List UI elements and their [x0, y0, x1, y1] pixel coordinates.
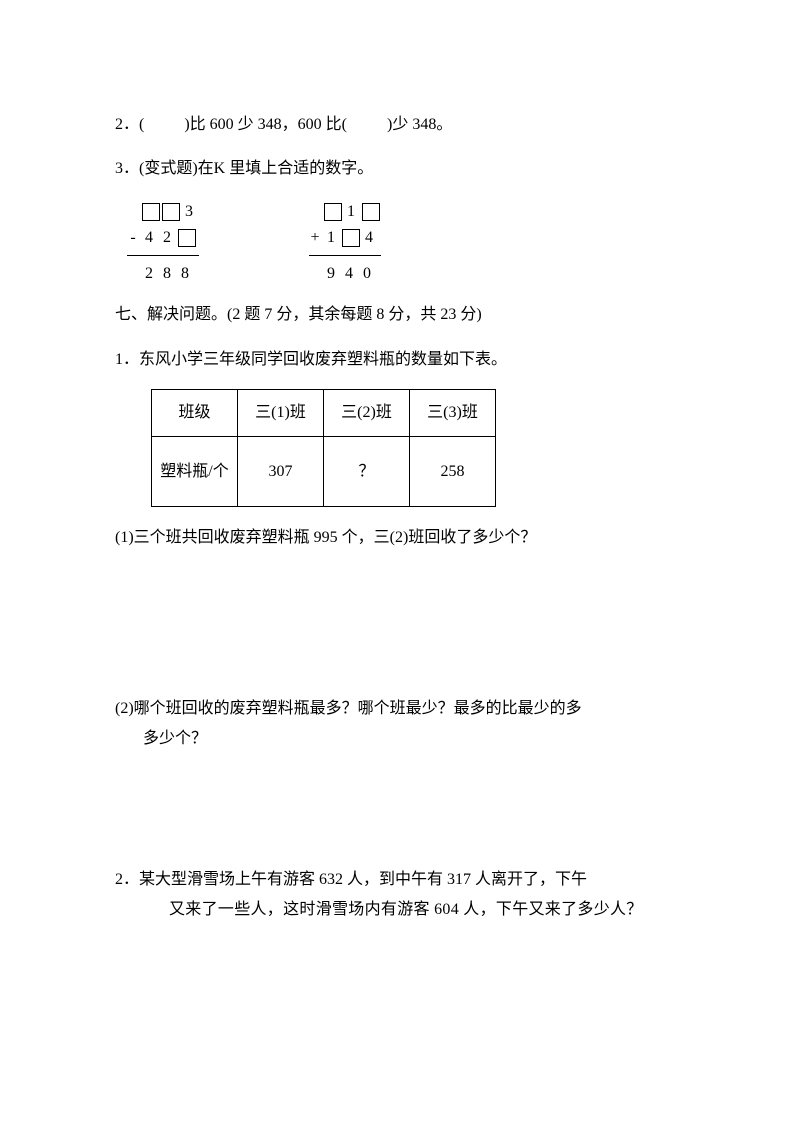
s7-q2-line1: 2．某大型滑雪场上午有游客 632 人，到中午有 317 人离开了，下午	[115, 865, 678, 895]
s7-q1-text: 1．东风小学三年级同学回收废弃塑料瓶的数量如下表。	[115, 351, 507, 368]
arith2-d23: 4	[361, 225, 379, 251]
arith-problem-1: 3 -42 288	[127, 199, 199, 286]
q2-text-c: )少 348。	[387, 116, 452, 133]
arith2-op: +	[309, 225, 323, 251]
arith2-box-1	[324, 203, 342, 221]
q2-text-a: 2．(	[115, 116, 144, 133]
arith-problem-2: 1 +14 940	[309, 199, 381, 286]
cell-c3: 258	[410, 437, 496, 507]
question-3-header: 3．(变式题)在K 里填上合适的数字。	[115, 154, 678, 184]
s7-q1-p1-text: (1)三个班共回收废弃塑料瓶 995 个，三(2)班回收了多少个？	[115, 529, 536, 546]
arith1-box-1	[142, 203, 160, 221]
s7-q2: 2．某大型滑雪场上午有游客 632 人，到中午有 317 人离开了，下午 又来了…	[115, 865, 678, 926]
arith1-d21: 4	[141, 225, 159, 251]
section-7-header: 七、解决问题。(2 题 7 分，其余每题 8 分，共 23 分)	[115, 300, 678, 330]
cell-c1: 307	[238, 437, 324, 507]
s7-q1-header: 1．东风小学三年级同学回收废弃塑料瓶的数量如下表。	[115, 345, 678, 375]
arith1-op: -	[127, 225, 141, 251]
arith1-rule	[127, 255, 199, 256]
th-c1: 三(1)班	[238, 389, 324, 436]
s7-q1-p1: (1)三个班共回收废弃塑料瓶 995 个，三(2)班回收了多少个？	[115, 523, 678, 553]
arith1-d31: 2	[141, 261, 159, 287]
s7-q1-p2-line1: (2)哪个班回收的废弃塑料瓶最多？哪个班最少？最多的比最少的多	[115, 694, 678, 724]
cell-c2: ？	[324, 437, 410, 507]
data-table: 班级 三(1)班 三(2)班 三(3)班 塑料瓶/个 307 ？ 258	[151, 389, 496, 507]
arith2-d32: 4	[341, 261, 359, 287]
arith2-box-2	[362, 203, 380, 221]
arith1-box-2	[162, 203, 180, 221]
arith2-box-3	[342, 229, 360, 247]
s7-q2-line2: 又来了一些人，这时滑雪场内有游客 604 人，下午又来了多少人？	[115, 895, 678, 925]
question-2: 2．( )比 600 少 348，600 比( )少 348。	[115, 110, 678, 140]
table-row: 班级 三(1)班 三(2)班 三(3)班	[152, 389, 496, 436]
table-row: 塑料瓶/个 307 ？ 258	[152, 437, 496, 507]
th-c3: 三(3)班	[410, 389, 496, 436]
arith2-d21: 1	[323, 225, 341, 251]
rh-bottles: 塑料瓶/个	[152, 437, 238, 507]
bottle-table: 班级 三(1)班 三(2)班 三(3)班 塑料瓶/个 307 ？ 258	[151, 389, 678, 507]
arith1-d32: 8	[159, 261, 177, 287]
th-c2: 三(2)班	[324, 389, 410, 436]
th-class: 班级	[152, 389, 238, 436]
arith2-d12: 1	[343, 199, 361, 225]
arith1-d13: 3	[181, 199, 199, 225]
arith1-box-3	[178, 229, 196, 247]
s7-q1-p2-line2: 多少个？	[115, 724, 678, 754]
section-7-text: 七、解决问题。(2 题 7 分，其余每题 8 分，共 23 分)	[115, 306, 482, 323]
q3-header-text: 3．(变式题)在K 里填上合适的数字。	[115, 160, 373, 177]
arith2-rule	[309, 255, 381, 256]
arithmetic-problems: 3 -42 288 1 +14 940	[127, 199, 678, 286]
arith2-d31: 9	[323, 261, 341, 287]
arith2-d33: 0	[359, 261, 377, 287]
s7-q1-p2: (2)哪个班回收的废弃塑料瓶最多？哪个班最少？最多的比最少的多 多少个？	[115, 694, 678, 755]
arith1-d22: 2	[159, 225, 177, 251]
arith1-d33: 8	[177, 261, 195, 287]
q2-text-b: )比 600 少 348，600 比(	[184, 116, 347, 133]
